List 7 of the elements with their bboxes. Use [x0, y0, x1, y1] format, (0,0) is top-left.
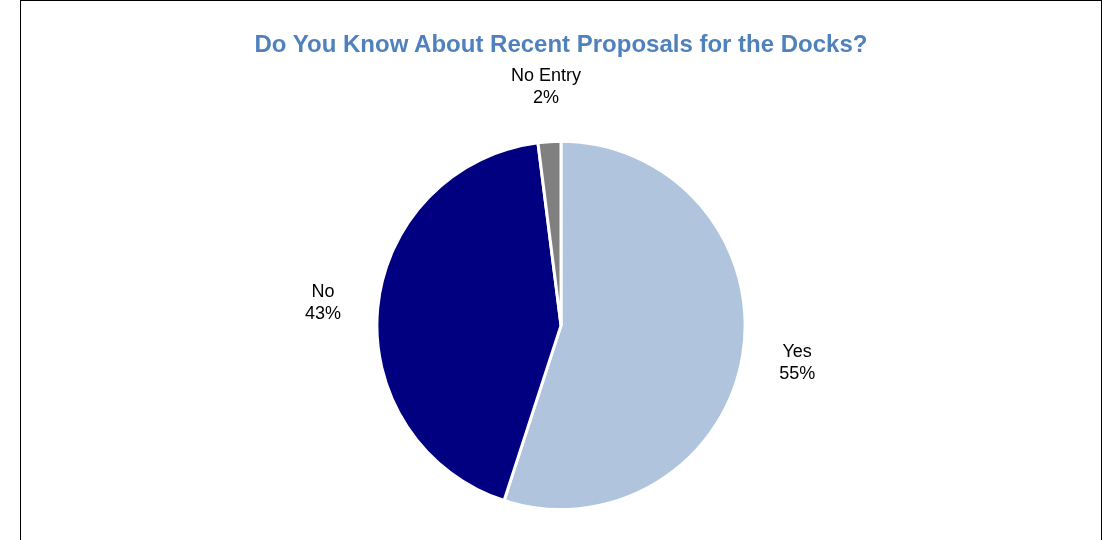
data-label: 2% [532, 86, 559, 107]
chart-title: Do You Know About Recent Proposals for the Docks? [254, 30, 868, 58]
slice-label: No [311, 280, 335, 301]
data-label: 43% [304, 302, 341, 323]
slice-label: Yes [782, 340, 812, 361]
data-label: 55% [779, 362, 816, 383]
slice-label: No Entry [510, 64, 581, 85]
